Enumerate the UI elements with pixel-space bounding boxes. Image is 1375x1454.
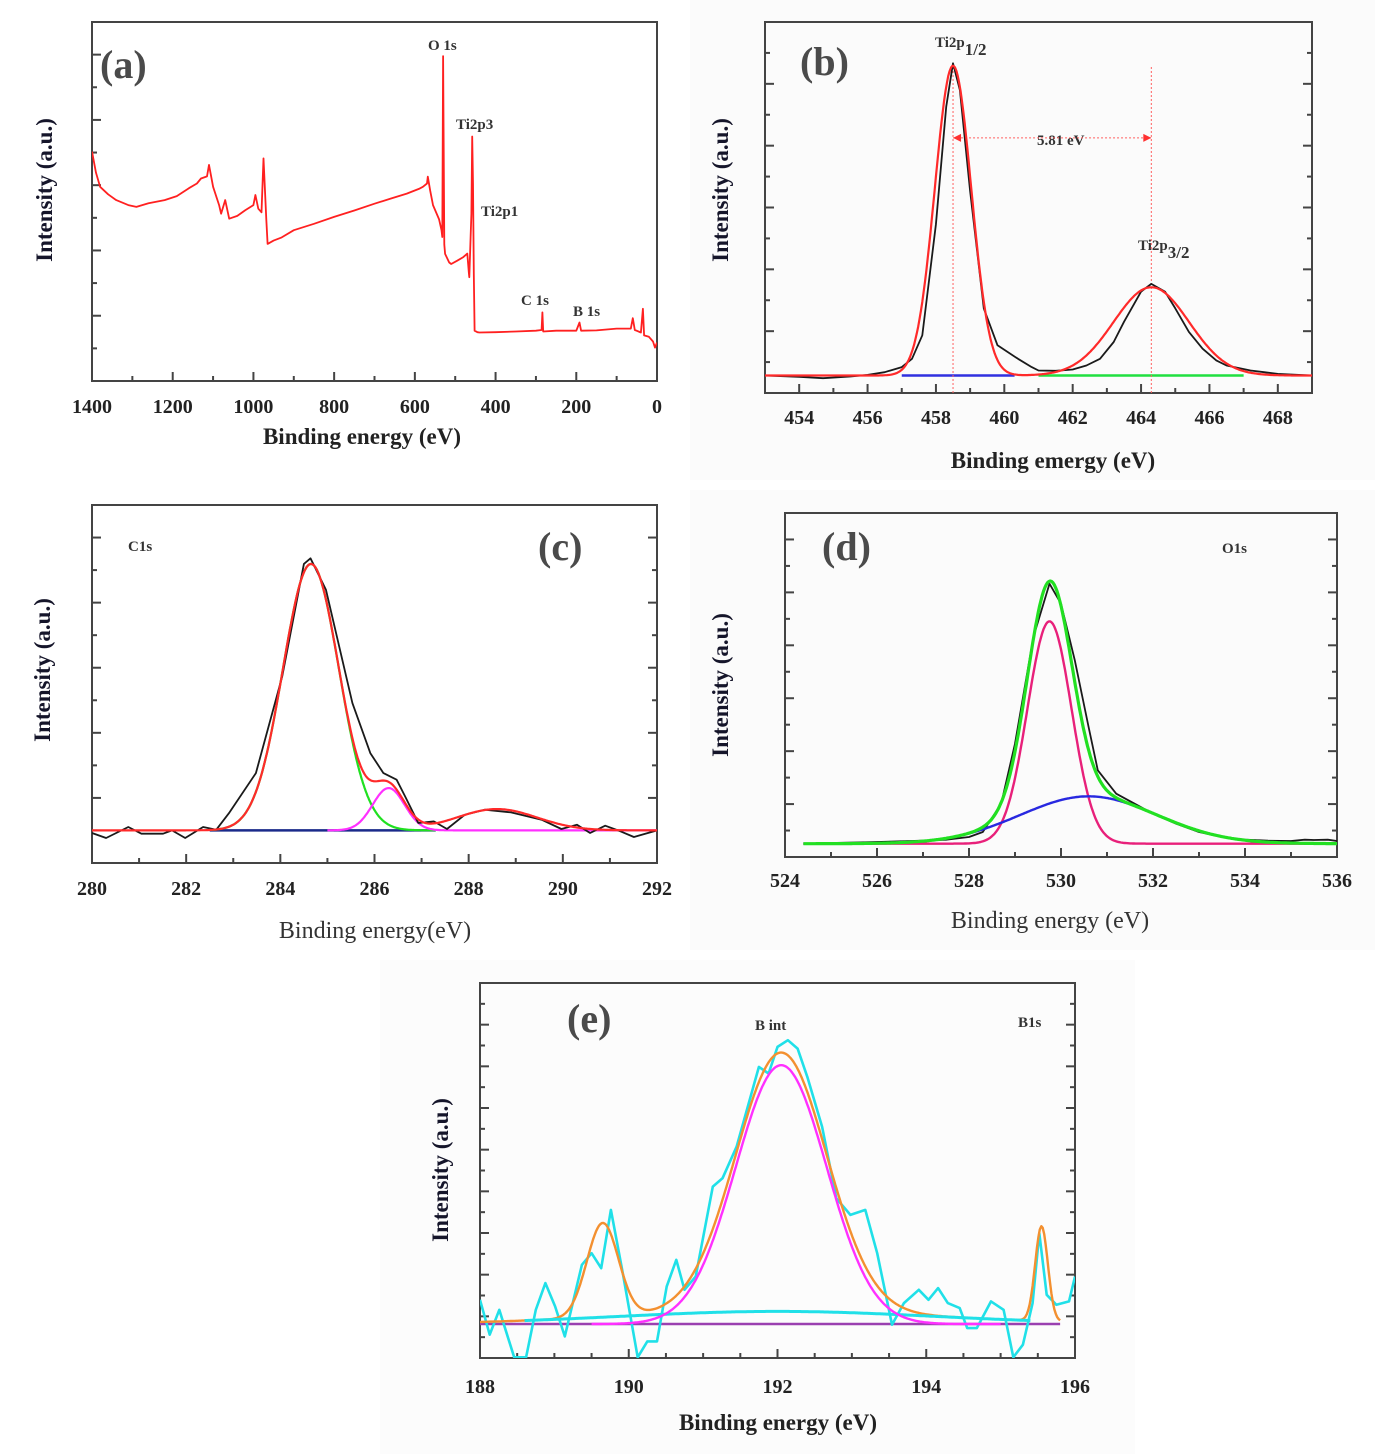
x-tick-label: 532 <box>1138 870 1168 892</box>
x-tick-label: 1000 <box>233 396 273 418</box>
x-axis-label: Binding emergy (eV) <box>951 448 1155 473</box>
x-axis-label: Binding energy(eV) <box>279 918 471 944</box>
arrow-head-right-icon <box>1143 133 1152 142</box>
x-tick-label: 1200 <box>153 396 193 418</box>
plot-area: 1400 1200 1000 800 600 400 200 0 <box>72 21 662 418</box>
y-axis-label: Intensity (a.u.) <box>32 118 57 262</box>
fit-envelope-line <box>803 579 1337 846</box>
x-tick-label: 456 <box>853 407 883 429</box>
annotation-subscript: 3/2 <box>1168 243 1190 262</box>
x-tick-label: 288 <box>454 878 484 900</box>
x-tick-label: 530 <box>1046 870 1076 892</box>
annotation-o1s: O1s <box>1222 541 1247 557</box>
annotation-main: Ti2p <box>1138 238 1168 254</box>
x-tick-label: 464 <box>1126 407 1156 429</box>
x-tick-label: 526 <box>862 870 892 892</box>
annotation-b-int: B int <box>755 1018 786 1034</box>
panel-label: (e) <box>567 996 611 1041</box>
x-tick-label: 190 <box>614 1376 644 1398</box>
x-tick-label: 284 <box>265 878 295 900</box>
arrow-head-left-icon <box>953 133 962 142</box>
annotation-b1s: B1s <box>1018 1015 1042 1031</box>
x-tick-label: 400 <box>481 396 511 418</box>
x-tick-label: 196 <box>1060 1376 1090 1398</box>
x-tick-label: 292 <box>642 878 672 900</box>
x-tick-label: 600 <box>400 396 430 418</box>
panel-label: (d) <box>822 524 871 569</box>
x-tick-label: 286 <box>360 878 390 900</box>
series-layer <box>92 557 657 839</box>
y-axis-label: Intensity (a.u.) <box>30 598 55 742</box>
panel-e-b1s: (e) B int B1s Binding energy (eV) Intens… <box>428 982 1090 1435</box>
plot-area: 524 526 528 530 532 534 536 <box>770 512 1352 892</box>
series-layer <box>480 1038 1075 1358</box>
annotation-o1s: O 1s <box>428 38 457 54</box>
annotation-c1s: C 1s <box>521 293 549 309</box>
y-axis-label: Intensity (a.u.) <box>708 118 733 262</box>
annotation-b1s: B 1s <box>573 304 600 320</box>
x-tick-label: 188 <box>465 1376 495 1398</box>
annotation-subscript: 1/2 <box>965 40 987 59</box>
panel-label: (c) <box>538 524 582 569</box>
x-tick-label: 454 <box>784 407 814 429</box>
x-tick-label: 200 <box>561 396 591 418</box>
raw-spectrum-line <box>92 55 657 349</box>
plot-area: 454 456 458 460 462 464 466 468 <box>764 21 1313 429</box>
annotation-ti2p1: Ti2p1 <box>481 204 518 220</box>
x-tick-label: 468 <box>1263 407 1293 429</box>
series-layer <box>92 55 657 349</box>
annotation-ti2p-1-2: Ti2p1/2 <box>935 35 986 59</box>
panel-d-o1s: (d) O1s Binding energy (eV) Intensity (a… <box>708 512 1352 934</box>
series-layer <box>765 62 1312 393</box>
x-tick-label: 534 <box>1230 870 1260 892</box>
x-tick-label: 280 <box>77 878 107 900</box>
raw-spectrum-line <box>803 582 1337 845</box>
fit-envelope-line <box>92 562 657 832</box>
fit-envelope-line <box>765 64 1312 377</box>
x-tick-label: 466 <box>1194 407 1224 429</box>
x-tick-label: 528 <box>954 870 984 892</box>
x-tick-label: 194 <box>911 1376 941 1398</box>
x-tick-label: 192 <box>763 1376 793 1398</box>
annotation-ti2p-3-2: Ti2p3/2 <box>1138 238 1189 262</box>
x-tick-label: 458 <box>921 407 951 429</box>
x-axis-label: Binding energy (eV) <box>951 908 1149 934</box>
y-axis-label: Intensity (a.u.) <box>428 1098 453 1242</box>
y-axis-label: Intensity (a.u.) <box>708 613 733 757</box>
plot-area: 280 282 284 286 288 290 292 <box>77 504 672 900</box>
x-tick-label: 462 <box>1058 407 1088 429</box>
fit-component-line <box>524 1309 1031 1323</box>
raw-spectrum-line <box>480 1038 1075 1358</box>
plot-area: 188 190 192 194 196 <box>465 982 1090 1398</box>
raw-spectrum-line <box>765 62 1312 380</box>
panel-c-c1s: (c) C1s Binding energy(eV) Intensity (a.… <box>30 504 672 944</box>
series-layer <box>803 579 1337 846</box>
fit-component-line <box>591 1063 1001 1326</box>
x-tick-label: 536 <box>1322 870 1352 892</box>
x-tick-label: 0 <box>652 396 662 418</box>
x-axis-label: Binding energy (eV) <box>263 424 461 449</box>
panel-label: (b) <box>800 39 849 84</box>
x-tick-label: 282 <box>171 878 201 900</box>
annotation-splitting: 5.81 eV <box>1037 133 1085 149</box>
x-tick-label: 290 <box>548 878 578 900</box>
x-tick-label: 1400 <box>72 396 112 418</box>
panel-a-survey: (a) O 1s Ti2p3 Ti2p1 C 1s B 1s Binding e… <box>32 21 662 449</box>
x-axis-label: Binding energy (eV) <box>679 1410 877 1435</box>
panel-label: (a) <box>100 42 147 87</box>
annotation-ti2p3: Ti2p3 <box>456 117 493 133</box>
panel-b-ti2p: (b) Ti2p1/2 Ti2p3/2 5.81 eV Binding emer… <box>708 21 1313 473</box>
annotation-c1s: C1s <box>128 539 152 555</box>
annotation-main: Ti2p <box>935 35 965 51</box>
x-tick-label: 800 <box>319 396 349 418</box>
x-tick-label: 460 <box>989 407 1019 429</box>
x-tick-label: 524 <box>770 870 800 892</box>
